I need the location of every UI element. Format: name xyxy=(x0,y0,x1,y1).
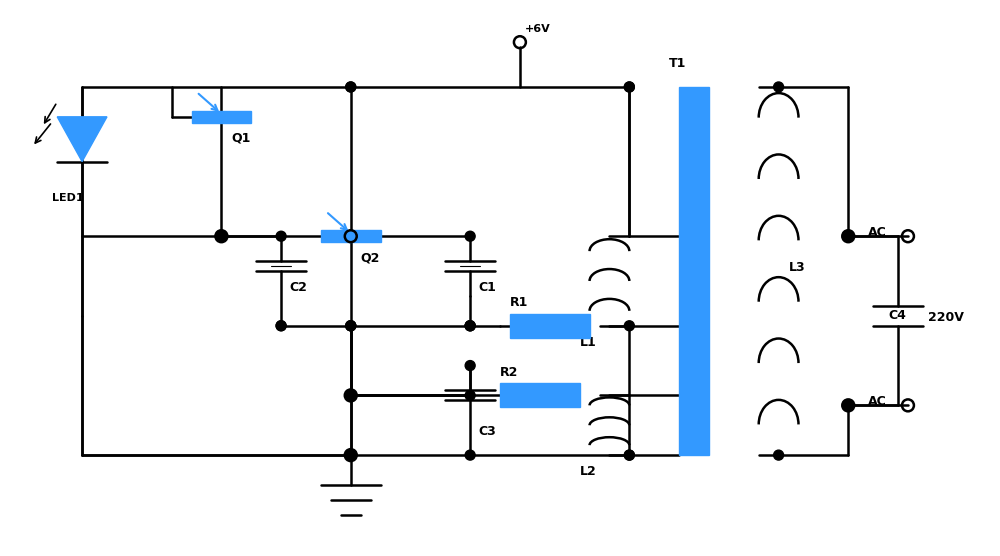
Text: Q2: Q2 xyxy=(361,251,380,264)
FancyBboxPatch shape xyxy=(321,230,381,242)
Circle shape xyxy=(465,321,475,331)
Circle shape xyxy=(216,231,226,241)
Circle shape xyxy=(624,82,634,92)
Text: +6V: +6V xyxy=(525,24,551,34)
Circle shape xyxy=(276,321,286,331)
Circle shape xyxy=(346,321,356,331)
FancyBboxPatch shape xyxy=(192,111,251,123)
Text: LED1: LED1 xyxy=(52,193,84,203)
Circle shape xyxy=(276,231,286,241)
Circle shape xyxy=(346,82,356,92)
Polygon shape xyxy=(57,117,107,162)
Text: T1: T1 xyxy=(669,57,687,70)
Circle shape xyxy=(346,321,356,331)
Circle shape xyxy=(465,390,475,400)
Text: AC: AC xyxy=(868,226,887,239)
Circle shape xyxy=(216,231,226,241)
Circle shape xyxy=(843,231,853,241)
Circle shape xyxy=(774,82,784,92)
Text: L3: L3 xyxy=(789,261,805,274)
Circle shape xyxy=(465,450,475,460)
Circle shape xyxy=(624,321,634,331)
Text: 220V: 220V xyxy=(928,311,964,324)
Circle shape xyxy=(843,400,853,410)
Circle shape xyxy=(774,450,784,460)
Text: C4: C4 xyxy=(888,309,906,322)
FancyBboxPatch shape xyxy=(510,314,590,337)
Circle shape xyxy=(346,450,356,460)
Text: L2: L2 xyxy=(580,465,596,478)
Circle shape xyxy=(624,82,634,92)
Circle shape xyxy=(276,321,286,331)
Text: C3: C3 xyxy=(478,425,496,438)
Text: R1: R1 xyxy=(510,296,528,309)
Text: L1: L1 xyxy=(580,336,596,349)
Circle shape xyxy=(465,231,475,241)
Text: Q1: Q1 xyxy=(231,132,251,145)
Circle shape xyxy=(346,390,356,400)
Circle shape xyxy=(346,450,356,460)
Circle shape xyxy=(465,321,475,331)
FancyBboxPatch shape xyxy=(679,87,709,455)
Circle shape xyxy=(346,82,356,92)
Circle shape xyxy=(346,321,356,331)
Text: C2: C2 xyxy=(289,281,307,294)
Circle shape xyxy=(465,321,475,331)
FancyBboxPatch shape xyxy=(500,384,580,408)
Circle shape xyxy=(465,361,475,370)
Text: R2: R2 xyxy=(500,365,518,379)
Circle shape xyxy=(624,450,634,460)
Text: C1: C1 xyxy=(478,281,496,294)
Circle shape xyxy=(624,450,634,460)
Text: AC: AC xyxy=(868,395,887,408)
